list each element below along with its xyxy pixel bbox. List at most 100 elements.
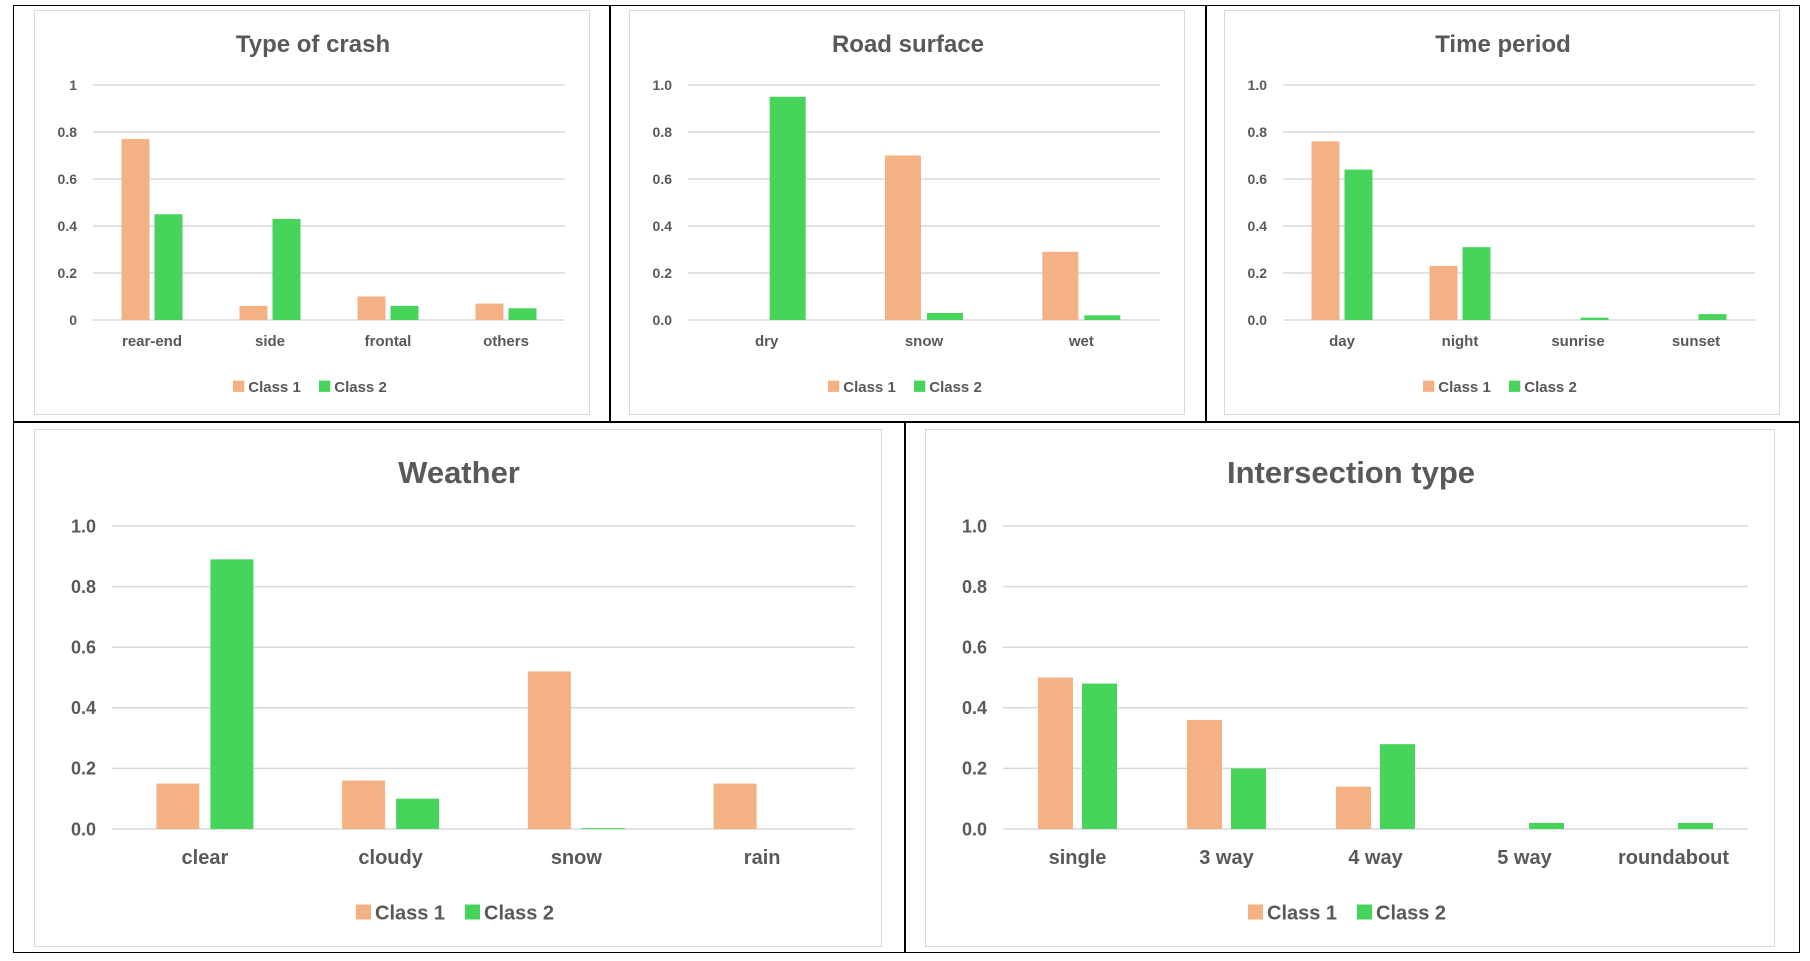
y-tick-label: 1.0 <box>1248 77 1268 93</box>
x-category-label: cloudy <box>358 847 423 869</box>
legend-swatch <box>1423 380 1435 392</box>
chart-title: Time period <box>1435 31 1571 58</box>
x-category-label: dry <box>755 333 779 350</box>
bar-class1 <box>527 671 571 829</box>
chart-weather: Weather 0.0 0.2 0.4 0.6 0.8 1.0 clear cloudy snow… <box>34 429 882 947</box>
y-tick-label: 0.6 <box>1248 171 1268 187</box>
bar-class2 <box>581 828 625 829</box>
chart-road-surface: Road surface 0.0 0.2 0.4 0.6 0.8 1.0 dry snow wet… <box>629 10 1185 415</box>
bar-class2 <box>508 308 537 320</box>
x-category-label: clear <box>182 847 229 869</box>
chart-svg: Time period 0.0 0.2 0.4 0.6 0.8 1.0 day night sun… <box>1248 31 1755 396</box>
table-horizontal-rule <box>13 421 1800 423</box>
x-category-label: snow <box>905 333 944 350</box>
y-tick-label: 0.2 <box>962 759 987 779</box>
bar-class2 <box>210 559 254 829</box>
y-tick-label: 0.4 <box>71 698 96 718</box>
y-tick-label: 0.8 <box>962 577 987 597</box>
bar-class2 <box>1380 744 1415 829</box>
bar-class1 <box>885 155 921 320</box>
y-tick-label: 0.4 <box>653 218 673 234</box>
bar-class1 <box>1336 786 1371 829</box>
y-tick-label: 0 <box>69 312 77 328</box>
legend-swatch <box>1509 380 1521 392</box>
legend-swatch <box>828 380 840 392</box>
bar-class1 <box>1042 251 1079 320</box>
x-category-label: rear-end <box>122 333 182 350</box>
y-tick-label: 0.0 <box>71 819 96 839</box>
y-tick-label: 0.4 <box>58 218 78 234</box>
bar-class1 <box>342 780 386 829</box>
legend-label: Class 2 <box>1376 902 1446 924</box>
x-category-label: frontal <box>365 333 412 350</box>
y-tick-label: 0.6 <box>58 171 78 187</box>
bar-class1 <box>239 305 268 320</box>
y-tick-label: 0.8 <box>58 124 78 140</box>
chart-time-period: Time period 0.0 0.2 0.4 0.6 0.8 1.0 day night sun… <box>1224 10 1780 415</box>
table-vertical-rule-1 <box>609 5 611 421</box>
legend-label: Class 1 <box>843 379 896 396</box>
bar-class2 <box>1698 314 1727 320</box>
table-vertical-rule-3 <box>904 421 906 953</box>
bar-class2 <box>1344 169 1373 320</box>
y-tick-label: 0.8 <box>1248 124 1268 140</box>
legend-swatch <box>1357 904 1372 920</box>
table-vertical-rule-2 <box>1205 5 1207 421</box>
chart-title: Type of crash <box>236 31 390 58</box>
y-tick-label: 0.6 <box>653 171 673 187</box>
y-tick-label: 0.2 <box>653 265 673 281</box>
x-category-label: sunset <box>1672 333 1720 350</box>
bar-class2 <box>390 305 419 320</box>
y-tick-label: 0.6 <box>962 638 987 658</box>
y-tick-label: 0.4 <box>1248 218 1268 234</box>
chart-title: Weather <box>398 455 520 490</box>
y-tick-label: 1 <box>69 77 77 93</box>
legend-swatch <box>356 904 371 920</box>
bar-class1 <box>1429 265 1458 320</box>
bar-class2 <box>1231 768 1266 829</box>
x-category-label: night <box>1442 333 1479 350</box>
x-category-label: rain <box>744 847 781 869</box>
bar-class2 <box>1529 822 1564 829</box>
chart-intersection-type: Intersection type 0.0 0.2 0.4 0.6 0.8 1.0 singl… <box>925 429 1775 947</box>
legend-swatch <box>1248 904 1263 920</box>
legend-label: Class 1 <box>1267 902 1337 924</box>
bar-class2 <box>1462 247 1491 320</box>
y-tick-label: 0.0 <box>1248 312 1268 328</box>
legend-swatch <box>319 380 331 392</box>
bar-class1 <box>1187 719 1222 829</box>
bar-class2 <box>769 96 806 320</box>
bar-class2 <box>1084 315 1121 320</box>
chart-svg: Type of crash 0 0.2 0.4 0.6 0.8 1 rear-end side f… <box>58 31 565 396</box>
bar-class1 <box>156 783 200 829</box>
bar-class2 <box>154 214 183 320</box>
bar-class2 <box>1580 317 1609 320</box>
legend-label: Class 1 <box>375 902 445 924</box>
x-category-label: roundabout <box>1618 847 1729 869</box>
legend-label: Class 2 <box>929 379 982 396</box>
y-tick-label: 0.8 <box>653 124 673 140</box>
bar-class1 <box>1038 677 1073 829</box>
figure-table-border <box>13 5 1800 953</box>
chart-svg: Road surface 0.0 0.2 0.4 0.6 0.8 1.0 dry snow wet… <box>653 31 1160 396</box>
x-category-label: snow <box>551 847 603 869</box>
y-tick-label: 0.0 <box>962 819 987 839</box>
y-tick-label: 0.0 <box>653 312 673 328</box>
y-tick-label: 0.2 <box>1248 265 1268 281</box>
x-category-label: day <box>1329 333 1356 350</box>
x-category-label: wet <box>1068 333 1094 350</box>
x-category-label: 4 way <box>1348 847 1403 869</box>
bar-class1 <box>121 139 150 320</box>
legend-label: Class 2 <box>1524 379 1577 396</box>
legend-swatch <box>233 380 245 392</box>
y-tick-label: 0.4 <box>962 698 987 718</box>
y-tick-label: 1.0 <box>653 77 673 93</box>
bar-class1 <box>713 783 757 829</box>
x-category-label: 3 way <box>1199 847 1254 869</box>
legend-swatch <box>465 904 480 920</box>
chart-title: Intersection type <box>1227 455 1475 490</box>
x-category-label: single <box>1049 847 1107 869</box>
bar-class2 <box>272 218 301 320</box>
x-category-label: side <box>255 333 285 350</box>
x-category-label: 5 way <box>1497 847 1552 869</box>
